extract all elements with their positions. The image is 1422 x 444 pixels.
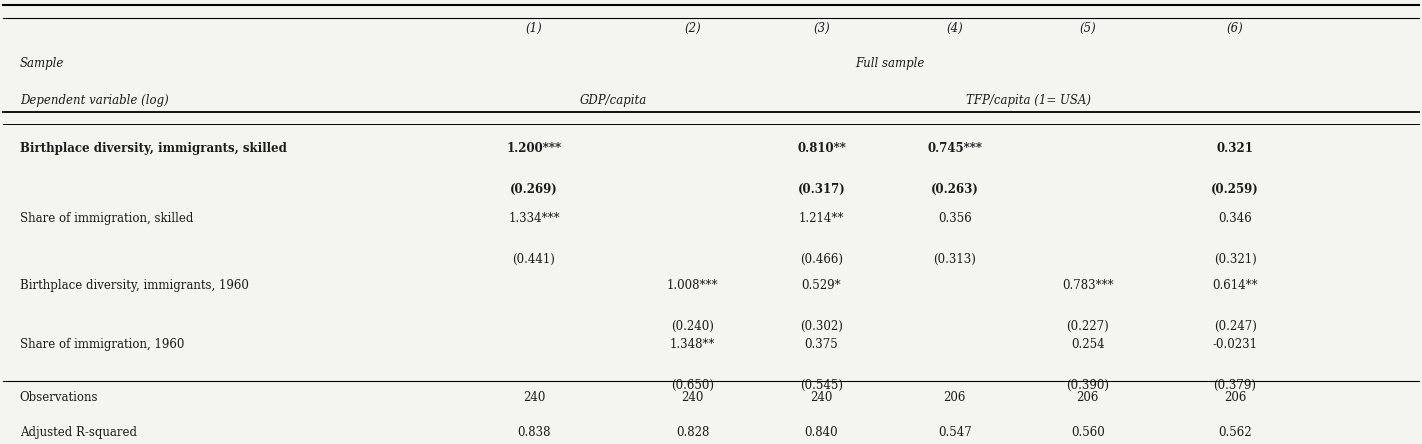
Text: 0.614**: 0.614** [1213,279,1258,292]
Text: 240: 240 [681,391,704,404]
Text: (3): (3) [813,22,830,36]
Text: (0.441): (0.441) [512,253,556,266]
Text: 0.810**: 0.810** [798,142,846,155]
Text: 1.348**: 1.348** [670,338,715,351]
Text: -0.0231: -0.0231 [1213,338,1257,351]
Text: 0.840: 0.840 [805,426,839,439]
Text: (0.259): (0.259) [1212,183,1258,196]
Text: Share of immigration, skilled: Share of immigration, skilled [20,212,193,225]
Text: Sample: Sample [20,57,64,70]
Text: (0.269): (0.269) [510,183,557,196]
Text: TFP/capita (1= USA): TFP/capita (1= USA) [966,94,1091,107]
Text: (1): (1) [526,22,542,36]
Text: (0.379): (0.379) [1213,379,1257,392]
Text: (0.247): (0.247) [1213,320,1257,333]
Text: (0.545): (0.545) [801,379,843,392]
Text: 0.375: 0.375 [805,338,839,351]
Text: 0.838: 0.838 [518,426,550,439]
Text: (5): (5) [1079,22,1096,36]
Text: 1.008***: 1.008*** [667,279,718,292]
Text: (6): (6) [1227,22,1243,36]
Text: Adjusted R-squared: Adjusted R-squared [20,426,137,439]
Text: 206: 206 [943,391,966,404]
Text: 0.356: 0.356 [937,212,971,225]
Text: Full sample: Full sample [856,57,924,70]
Text: (0.321): (0.321) [1214,253,1257,266]
Text: (0.227): (0.227) [1066,320,1109,333]
Text: (0.302): (0.302) [801,320,843,333]
Text: 0.745***: 0.745*** [927,142,983,155]
Text: Birthplace diversity, immigrants, 1960: Birthplace diversity, immigrants, 1960 [20,279,249,292]
Text: 1.334***: 1.334*** [508,212,560,225]
Text: 240: 240 [523,391,545,404]
Text: 0.547: 0.547 [937,426,971,439]
Text: 206: 206 [1224,391,1246,404]
Text: 0.346: 0.346 [1219,212,1251,225]
Text: 0.321: 0.321 [1217,142,1254,155]
Text: 0.828: 0.828 [675,426,710,439]
Text: (0.466): (0.466) [801,253,843,266]
Text: (0.317): (0.317) [798,183,845,196]
Text: (0.650): (0.650) [671,379,714,392]
Text: Dependent variable (log): Dependent variable (log) [20,94,169,107]
Text: Share of immigration, 1960: Share of immigration, 1960 [20,338,185,351]
Text: Birthplace diversity, immigrants, skilled: Birthplace diversity, immigrants, skille… [20,142,287,155]
Text: 0.783***: 0.783*** [1062,279,1113,292]
Text: 0.562: 0.562 [1219,426,1251,439]
Text: 0.560: 0.560 [1071,426,1105,439]
Text: 1.200***: 1.200*** [506,142,562,155]
Text: (0.240): (0.240) [671,320,714,333]
Text: Observations: Observations [20,391,98,404]
Text: 1.214**: 1.214** [799,212,845,225]
Text: 0.254: 0.254 [1071,338,1105,351]
Text: (0.313): (0.313) [933,253,975,266]
Text: (0.390): (0.390) [1066,379,1109,392]
Text: 0.529*: 0.529* [802,279,842,292]
Text: (4): (4) [946,22,963,36]
Text: GDP/capita: GDP/capita [580,94,647,107]
Text: 206: 206 [1076,391,1099,404]
Text: 240: 240 [811,391,833,404]
Text: (0.263): (0.263) [930,183,978,196]
Text: (2): (2) [684,22,701,36]
